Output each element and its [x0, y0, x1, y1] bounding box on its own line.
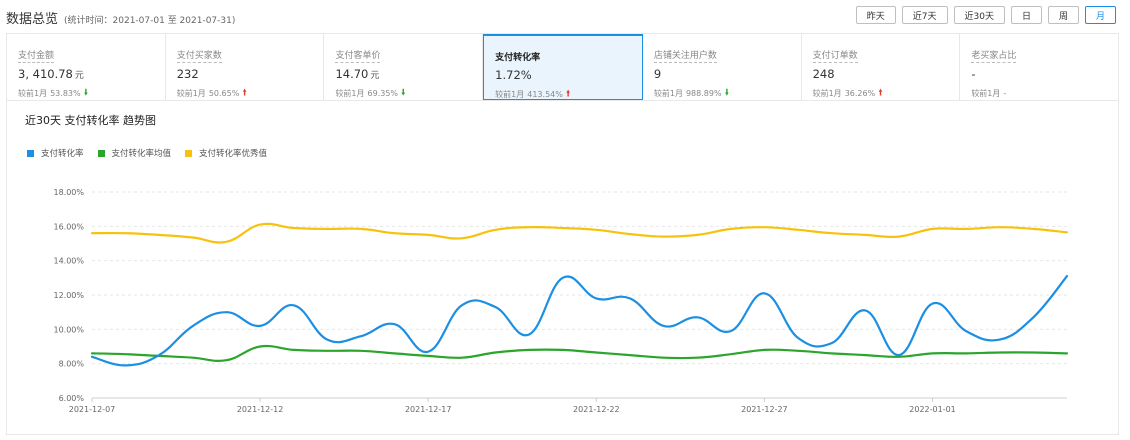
range-month-button[interactable]: 月 — [1084, 6, 1116, 24]
x-tick-label: 2022-01-01 — [909, 405, 956, 414]
metric-value: 9 — [653, 67, 662, 81]
x-tick-label: 2021-12-17 — [405, 405, 452, 414]
x-tick-label: 2021-12-22 — [573, 405, 620, 414]
metric-compare: 较前1月 50.65% 🠙 — [176, 88, 247, 99]
metric-value: 232 — [176, 67, 199, 81]
metric-value: 1.72% — [495, 68, 532, 82]
trend-chart-panel: 近30天 支付转化率 趋势图 支付转化率 支付转化率均值 支付转化率优秀值 6.… — [6, 101, 1119, 435]
metric-value: 14.70 元 — [335, 67, 380, 81]
y-tick-label: 8.00% — [59, 360, 85, 369]
metric-cards: 支付金额 3, 410.78 元 较前1月 53.83% 🠛 支付买家数 232 较前… — [6, 33, 1119, 101]
metric-label: 支付订单数 — [812, 51, 858, 63]
range-yesterday-button[interactable]: 昨天 — [855, 6, 896, 24]
metric-label: 支付金额 — [18, 51, 55, 63]
metric-label: 店铺关注用户数 — [653, 51, 717, 63]
chart-title: 近30天 支付转化率 趋势图 — [25, 114, 156, 127]
metric-label: 支付买家数 — [176, 51, 222, 63]
x-tick-label: 2021-12-27 — [741, 405, 788, 414]
arrow-down-icon: 🠛 — [724, 88, 730, 98]
legend-label: 支付转化率 — [41, 149, 84, 159]
arrow-up-icon: 🠙 — [878, 88, 883, 98]
metric-label: 老买家占比 — [971, 51, 1017, 63]
metric-card-store-followers[interactable]: 店铺关注用户数 9 较前1月 988.89% 🠛 — [643, 34, 802, 100]
metric-compare: 较前1月 36.26% 🠙 — [812, 88, 883, 99]
metric-compare: 较前1月 69.35% 🠛 — [335, 88, 406, 99]
metric-card-paying-buyers[interactable]: 支付买家数 232 较前1月 50.65% 🠙 — [166, 34, 325, 100]
legend-swatch — [185, 149, 193, 157]
x-tick-label: 2021-12-12 — [237, 405, 284, 414]
metric-compare: 较前1月 988.89% 🠛 — [653, 88, 730, 99]
metric-card-conversion-rate[interactable]: 支付转化率 1.72% 较前1月 413.54% 🠙 — [483, 34, 643, 100]
metric-value: - — [971, 67, 976, 81]
range-30days-button[interactable]: 近30天 — [953, 6, 1005, 24]
legend-label: 支付转化率均值 — [111, 149, 172, 159]
stat-period-text: (统计时间：2021-07-01 至 2021-07-31) — [64, 16, 236, 26]
metric-label: 支付转化率 — [495, 53, 541, 63]
range-7days-button[interactable]: 近7天 — [901, 6, 948, 24]
arrow-up-icon: 🠙 — [242, 88, 247, 98]
legend-swatch — [27, 149, 34, 157]
series-line-conversion-rate-excellent — [90, 222, 1069, 244]
legend-item-conversion-rate-excellent[interactable]: 支付转化率优秀值 — [185, 147, 267, 159]
x-tick-label: 2021-12-07 — [69, 405, 116, 414]
range-day-button[interactable]: 日 — [1010, 6, 1042, 24]
y-tick-label: 6.00% — [59, 394, 85, 403]
metric-compare: 较前1月 - — [971, 89, 1007, 98]
series-line-conversion-rate — [90, 275, 1069, 367]
chart-legend: 支付转化率 支付转化率均值 支付转化率优秀值 — [27, 147, 281, 159]
overview-header: 数据总览 (统计时间：2021-07-01 至 2021-07-31) — [6, 8, 236, 27]
y-tick-label: 12.00% — [53, 291, 84, 300]
metric-card-paid-orders[interactable]: 支付订单数 248 较前1月 36.26% 🠙 — [802, 34, 961, 100]
metric-value: 248 — [812, 67, 835, 81]
y-tick-label: 10.00% — [53, 325, 84, 334]
metric-value: 3, 410.78 元 — [18, 67, 84, 81]
y-tick-label: 18.00% — [53, 188, 84, 197]
series-line-conversion-rate-avg — [90, 344, 1069, 362]
y-tick-label: 14.00% — [53, 257, 84, 266]
legend-item-conversion-rate[interactable]: 支付转化率 — [27, 147, 84, 159]
legend-label: 支付转化率优秀值 — [199, 149, 268, 159]
legend-swatch — [97, 149, 105, 157]
metric-compare: 较前1月 53.83% 🠛 — [18, 88, 89, 99]
metric-card-repeat-buyer-ratio[interactable]: 老买家占比 - 较前1月 - — [960, 34, 1118, 100]
metric-card-avg-order-value[interactable]: 支付客单价 14.70 元 较前1月 69.35% 🠛 — [324, 34, 484, 100]
metric-compare: 较前1月 413.54% 🠙 — [495, 89, 571, 100]
trend-line-chart[interactable]: 6.00% 8.00% 10.00% 12.00% 14.00% 16.00% 18.00%… — [7, 101, 1118, 434]
y-tick-label: 16.00% — [53, 222, 84, 231]
legend-item-conversion-rate-avg[interactable]: 支付转化率均值 — [97, 147, 172, 159]
arrow-down-icon: 🠛 — [401, 88, 406, 98]
arrow-down-icon: 🠛 — [83, 88, 89, 98]
time-range-toggle: 昨天 近7天 近30天 日 周 月 — [850, 6, 1116, 24]
page-title: 数据总览 — [6, 12, 59, 27]
metric-label: 支付客单价 — [335, 51, 381, 63]
arrow-up-icon: 🠙 — [565, 89, 571, 99]
range-week-button[interactable]: 周 — [1047, 6, 1079, 24]
metric-card-payment-amount[interactable]: 支付金额 3, 410.78 元 较前1月 53.83% 🠛 — [7, 34, 166, 100]
